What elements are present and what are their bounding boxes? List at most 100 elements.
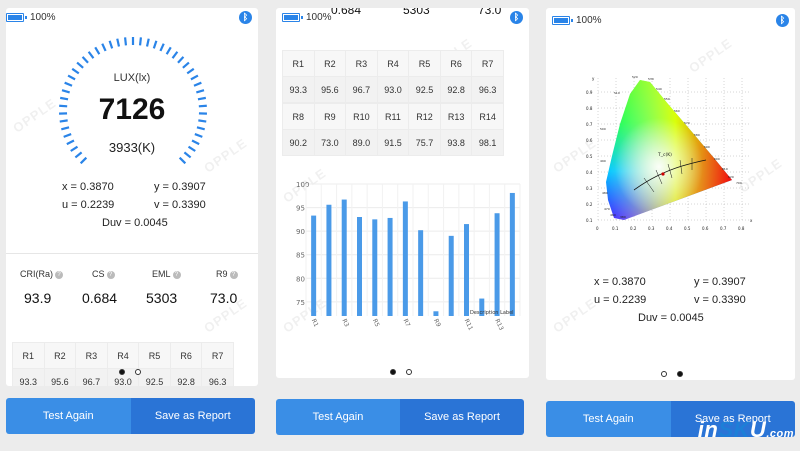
watermark: OPPLE	[550, 295, 599, 336]
svg-text:700: 700	[736, 181, 742, 185]
chart-card: 100% ᛒ OPPLE OPPLE OPPLE 0.684 5303 73.0…	[276, 8, 529, 378]
table-cell: 93.8	[439, 129, 473, 156]
svg-text:0.8: 0.8	[738, 226, 745, 231]
save-report-button[interactable]: Save as Report	[400, 399, 524, 435]
svg-text:0: 0	[596, 226, 599, 231]
bar-R8	[418, 230, 424, 316]
gauge-tick	[74, 151, 83, 159]
svg-text:0.5: 0.5	[684, 226, 691, 231]
gauge-tick	[64, 81, 73, 87]
duv-value: Duv = 0.0045	[102, 217, 168, 229]
svg-text:0.8: 0.8	[586, 106, 593, 111]
svg-text:600: 600	[714, 157, 720, 161]
x-tick-label: R7	[402, 318, 412, 328]
svg-text:500: 500	[600, 127, 606, 131]
gauge-tick	[190, 74, 199, 81]
metric-value-r9: 73.0	[210, 290, 238, 306]
gauge-tick	[71, 67, 80, 75]
test-again-button[interactable]: Test Again	[546, 401, 671, 437]
lux-value: 7126	[98, 93, 166, 126]
gauge-tick	[87, 51, 95, 59]
x-tick-label: R9	[432, 318, 442, 328]
table-cell: R7	[471, 50, 504, 77]
svg-text:460: 460	[610, 213, 616, 217]
page-dot[interactable]	[406, 369, 412, 375]
table-cell: R1	[282, 50, 315, 77]
page-dot[interactable]	[135, 369, 141, 375]
svg-text:530: 530	[648, 77, 654, 81]
save-report-button[interactable]: Save as Report	[670, 401, 795, 437]
test-again-button[interactable]: Test Again	[276, 399, 400, 435]
help-icon[interactable]: ?	[172, 271, 181, 279]
table-cell: 96.3	[201, 368, 234, 386]
bluetooth-icon[interactable]: ᛒ	[776, 14, 789, 27]
gauge-tick	[70, 145, 79, 152]
table-cell: R3	[75, 342, 108, 369]
gauge-tick	[63, 133, 72, 138]
table-cell: 93.3	[282, 76, 315, 103]
svg-text:510: 510	[614, 91, 620, 95]
bar-R14	[509, 192, 515, 316]
page-dot[interactable]	[677, 371, 683, 377]
test-again-button[interactable]: Test Again	[6, 398, 131, 434]
battery-percent: 100%	[306, 12, 332, 23]
svg-text:490: 490	[600, 159, 606, 163]
svg-text:0.4: 0.4	[666, 226, 673, 231]
bar-R10	[448, 235, 454, 316]
gauge-tick	[79, 156, 88, 165]
gauge-tick	[59, 104, 68, 108]
isotherm-lines	[643, 158, 693, 193]
help-icon[interactable]: ?	[55, 271, 63, 279]
table-cell: 92.8	[439, 76, 473, 103]
svg-text:0.3: 0.3	[648, 226, 655, 231]
bar-R4	[357, 217, 362, 316]
help-icon[interactable]: ?	[106, 271, 115, 279]
r-values-table: R1 R2 R3 R4 R5 R6 R7 93.3 95.6 96.7 93.0 92.5 92.8 9…	[12, 342, 234, 386]
bar-R2	[326, 204, 332, 316]
bluetooth-icon[interactable]: ᛒ	[510, 11, 523, 24]
page-dot[interactable]	[661, 371, 667, 377]
cct-value: 3933(K)	[108, 140, 156, 155]
help-icon[interactable]: ?	[229, 271, 238, 279]
metric-value-eml: 5303	[146, 290, 178, 306]
page-dot[interactable]	[119, 369, 125, 375]
table-cell: R4	[376, 50, 410, 77]
table-cell: R13	[439, 103, 473, 130]
metric-value-cs: 0.684	[82, 290, 118, 306]
y-tick-label: 75	[296, 299, 305, 307]
bar-R3	[341, 199, 347, 316]
action-bar: Test Again Save as Report	[276, 399, 524, 435]
table-cell: 90.2	[282, 129, 315, 156]
svg-text:0.4: 0.4	[586, 170, 593, 175]
svg-text:y: y	[592, 76, 595, 81]
y-tick-label: 85	[296, 252, 305, 260]
table-cell: R2	[313, 50, 347, 77]
save-report-button[interactable]: Save as Report	[130, 398, 255, 434]
gauge-tick	[145, 38, 150, 47]
bar-R12	[479, 298, 485, 316]
table-cell: 96.3	[471, 76, 504, 103]
table-cell: R6	[439, 50, 473, 77]
gauge-tick	[59, 96, 69, 101]
status-bar: 100% ᛒ	[552, 14, 789, 30]
measurement-card: 100% ᛒ OPPLE OPPLE OPPLE LUX(lx) 7126 39…	[6, 8, 258, 386]
table-cell: 95.6	[313, 76, 347, 103]
svg-text:380: 380	[620, 215, 626, 219]
table-cell: R5	[138, 342, 171, 369]
svg-text:0.2: 0.2	[630, 226, 637, 231]
table-cell: R9	[313, 103, 347, 130]
gauge-tick	[94, 46, 101, 55]
page-dot[interactable]	[390, 369, 396, 375]
bluetooth-icon[interactable]: ᛒ	[239, 11, 252, 24]
coord-u: u = 0.2239	[594, 294, 647, 306]
gauge-tick	[193, 81, 202, 87]
svg-text:590: 590	[704, 145, 710, 149]
table-cell: 92.8	[169, 368, 203, 386]
table-cell: 75.7	[408, 129, 441, 156]
x-tick-label: R11	[463, 318, 474, 332]
action-bar: Test Again Save as Report	[546, 401, 795, 437]
gauge-tick	[186, 67, 195, 75]
phone-screen-cie: 100% ᛒ OPPLE OPPLE OPPLE OPPLE	[540, 0, 800, 451]
battery-icon	[6, 13, 27, 22]
y-tick-label: 90	[296, 228, 305, 236]
